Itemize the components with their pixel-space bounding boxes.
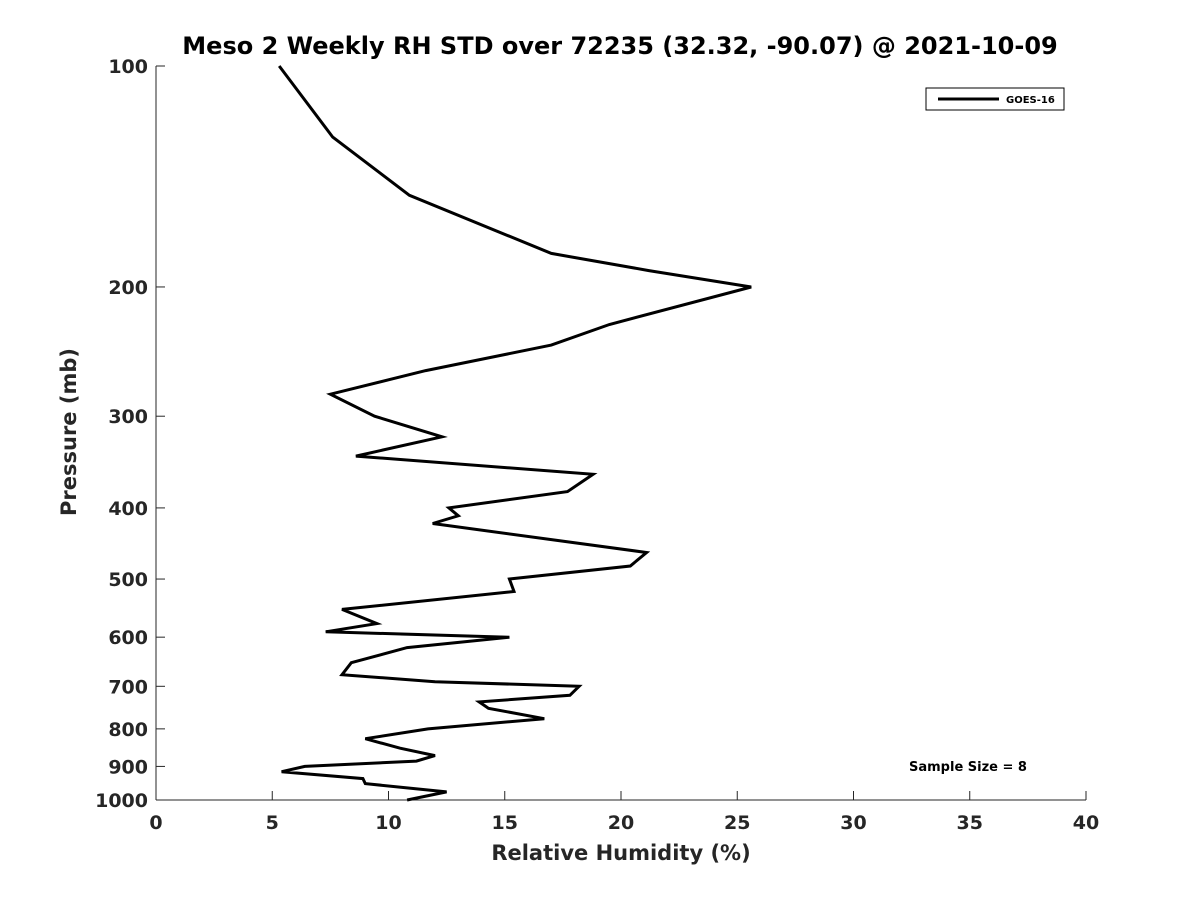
x-axis-ticks: 0 5 10 15 20 25 30 35 40 <box>149 791 1099 834</box>
y-axis-label: Pressure (mb) <box>57 348 81 516</box>
x-tick-label: 25 <box>724 812 750 834</box>
y-tick-label: 300 <box>108 406 148 428</box>
y-tick-label: 1000 <box>95 790 148 812</box>
y-tick-label: 700 <box>108 676 148 698</box>
legend: GOES-16 <box>925 87 1065 111</box>
x-tick-label: 35 <box>957 812 983 834</box>
x-tick-label: 5 <box>266 812 279 834</box>
x-tick-label: 15 <box>492 812 518 834</box>
y-tick-label: 800 <box>108 719 148 741</box>
y-tick-label: 400 <box>108 498 148 520</box>
x-tick-label: 30 <box>840 812 866 834</box>
x-tick-label: 20 <box>608 812 634 834</box>
y-tick-label: 500 <box>108 569 148 591</box>
x-tick-label: 0 <box>149 812 162 834</box>
axis-lines <box>155 66 1086 801</box>
x-tick-label: 10 <box>375 812 401 834</box>
series-line-goes-16 <box>278 65 752 802</box>
y-tick-label: 200 <box>108 277 148 299</box>
x-tick-label: 40 <box>1073 812 1099 834</box>
y-tick-label: 100 <box>108 56 148 78</box>
y-tick-label: 600 <box>108 627 148 649</box>
x-axis-label: Relative Humidity (%) <box>491 841 750 865</box>
legend-label-goes-16: GOES-16 <box>1006 95 1055 106</box>
sample-size-annotation: Sample Size = 8 <box>909 760 1027 775</box>
y-axis-ticks: 100 200 300 400 500 600 700 800 900 1000 <box>95 56 165 812</box>
y-tick-label: 900 <box>108 756 148 778</box>
chart-title: Meso 2 Weekly RH STD over 72235 (32.32, … <box>182 32 1057 60</box>
